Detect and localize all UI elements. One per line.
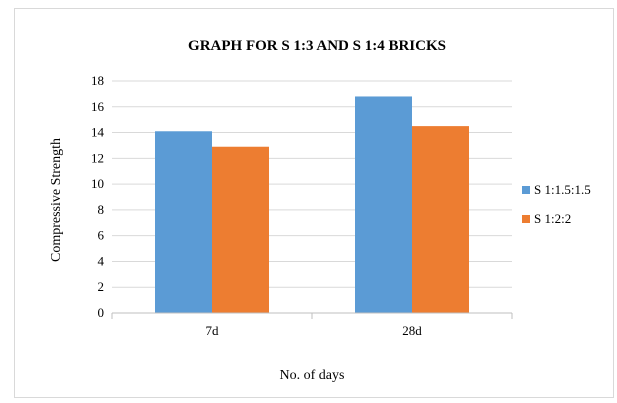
y-tick-label: 16 xyxy=(91,99,105,114)
x-tick-label: 7d xyxy=(206,323,220,338)
y-tick-label: 0 xyxy=(98,305,105,320)
x-tick-label: 28d xyxy=(402,323,422,338)
legend: S 1:1.5:1.5 S 1:2:2 xyxy=(522,182,591,226)
legend-label-2: S 1:2:2 xyxy=(534,211,571,226)
y-tick-label: 12 xyxy=(91,150,104,165)
y-tick-label: 4 xyxy=(98,253,105,268)
y-tick-label: 18 xyxy=(91,73,104,88)
x-axis-label: No. of days xyxy=(280,368,345,383)
bars xyxy=(155,96,469,313)
legend-label-1: S 1:1.5:1.5 xyxy=(534,182,591,197)
y-tick-label: 8 xyxy=(98,202,105,217)
bar-7d-1 xyxy=(155,131,212,313)
bar-28d-1 xyxy=(355,96,412,313)
bar-7d-2 xyxy=(212,146,269,313)
legend-swatch-1 xyxy=(522,186,530,194)
y-tick-label: 10 xyxy=(91,176,104,191)
y-tick-label: 6 xyxy=(98,228,105,243)
bar-28d-2 xyxy=(412,126,469,313)
legend-swatch-2 xyxy=(522,215,530,223)
y-tick-label: 14 xyxy=(91,125,105,140)
y-axis-label: Compressive Strength xyxy=(49,138,64,262)
x-axis-ticks: 7d 28d xyxy=(111,313,513,338)
y-tick-label: 2 xyxy=(98,279,105,294)
chart-frame xyxy=(14,8,614,398)
chart-title: GRAPH FOR S 1:3 AND S 1:4 BRICKS xyxy=(188,38,446,54)
y-axis-ticks: 0 2 4 6 8 10 12 14 16 18 xyxy=(91,73,105,320)
